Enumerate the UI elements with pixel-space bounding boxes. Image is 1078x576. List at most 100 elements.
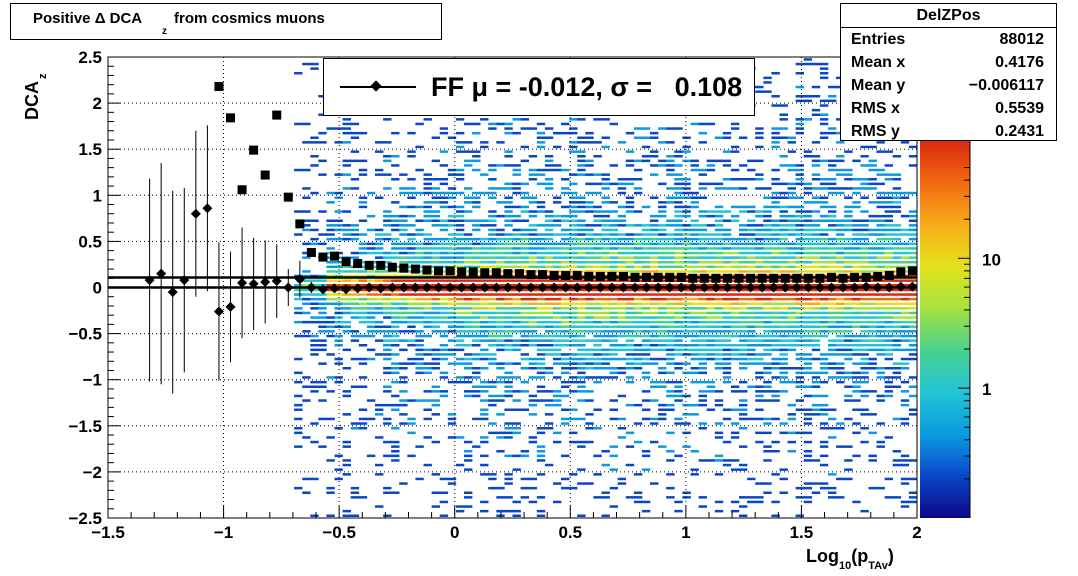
heatmap-cell	[876, 233, 885, 236]
heatmap-cell	[569, 141, 578, 144]
heatmap-cell	[601, 514, 610, 517]
heatmap-cell	[366, 325, 376, 328]
heatmap-cell	[844, 256, 853, 259]
heatmap-cell	[819, 118, 829, 121]
heatmap-cell	[641, 297, 651, 301]
heatmap-cell	[358, 233, 368, 236]
heatmap-cell	[876, 150, 885, 153]
heatmap-cell	[536, 334, 546, 338]
heatmap-cell	[391, 214, 400, 218]
heatmap-cell	[593, 302, 602, 305]
heatmap-cell	[844, 247, 853, 250]
heatmap-cell	[512, 500, 521, 504]
heatmap-cell	[504, 201, 513, 204]
heatmap-cell	[447, 353, 457, 356]
heatmap-cell	[528, 440, 538, 444]
heatmap-cell	[391, 284, 400, 287]
heatmap-cell	[512, 131, 521, 135]
heatmap-cell	[512, 247, 521, 250]
heatmap-cell	[876, 284, 885, 287]
heatmap-cell	[358, 173, 368, 176]
heatmap-cell	[383, 279, 392, 282]
heatmap-cell	[658, 413, 667, 416]
heatmap-cell	[431, 362, 440, 365]
heatmap-cell	[674, 247, 683, 250]
heatmap-cell	[658, 228, 667, 232]
heatmap-cell	[480, 413, 489, 416]
heatmap-cell	[512, 168, 521, 172]
heatmap-cell	[633, 136, 643, 139]
heatmap-cell	[310, 228, 319, 232]
heatmap-cell	[512, 297, 521, 301]
heatmap-cell	[819, 422, 829, 425]
heatmap-cell	[593, 247, 602, 250]
heatmap-cell	[819, 316, 829, 319]
heatmap-cell	[698, 297, 707, 301]
rms-marker	[907, 266, 917, 276]
heatmap-cell	[431, 302, 440, 305]
heatmap-cell	[536, 297, 546, 301]
heatmap-cell	[803, 150, 813, 153]
heatmap-cell	[464, 302, 473, 305]
heatmap-cell	[682, 431, 691, 435]
heatmap-cell	[455, 357, 465, 361]
heatmap-cell	[593, 380, 602, 384]
heatmap-cell	[908, 242, 918, 246]
heatmap-cell	[876, 344, 885, 347]
heatmap-cell	[755, 242, 764, 246]
heatmap-cell	[407, 454, 416, 458]
heatmap-cell	[811, 141, 821, 144]
heatmap-cell	[892, 320, 902, 324]
heatmap-cell	[852, 247, 861, 250]
heatmap-cell	[633, 357, 643, 361]
heatmap-cell	[884, 390, 893, 393]
heatmap-cell	[682, 362, 691, 365]
heatmap-cell	[318, 307, 327, 310]
heatmap-cell	[342, 473, 351, 476]
heatmap-cell	[617, 417, 627, 421]
heatmap-cell	[730, 353, 740, 356]
stats-value: 0.5539	[995, 100, 1044, 117]
heatmap-cell	[464, 122, 473, 126]
heatmap-cell	[714, 431, 724, 435]
heatmap-cell	[326, 233, 335, 236]
heatmap-cell	[358, 219, 368, 222]
heatmap-cell	[698, 187, 707, 190]
heatmap-cell	[326, 325, 335, 328]
heatmap-cell	[739, 463, 748, 467]
heatmap-cell	[828, 486, 837, 490]
heatmap-cell	[553, 325, 562, 328]
heatmap-cell	[811, 201, 821, 204]
heatmap-cell	[553, 376, 562, 379]
heatmap-cell	[577, 155, 586, 158]
heatmap-cell	[480, 261, 489, 264]
heatmap-cell	[876, 302, 885, 305]
heatmap-cell	[423, 325, 432, 328]
heatmap-cell	[763, 367, 772, 370]
heatmap-cell	[512, 427, 521, 430]
heatmap-cell	[439, 150, 449, 153]
heatmap-cell	[512, 279, 521, 282]
heatmap-cell	[722, 440, 732, 444]
mean-marker	[456, 282, 467, 293]
heatmap-cell	[520, 261, 529, 264]
heatmap-cell	[375, 256, 384, 259]
heatmap-cell	[318, 279, 327, 282]
heatmap-cell	[399, 233, 408, 236]
heatmap-cell	[415, 261, 424, 264]
heatmap-cell	[755, 302, 764, 305]
heatmap-cell	[730, 178, 740, 181]
heatmap-cell	[722, 330, 732, 333]
heatmap-cell	[625, 265, 635, 269]
heatmap-cell	[884, 297, 893, 301]
heatmap-cell	[488, 279, 497, 282]
heatmap-cell	[569, 182, 578, 186]
heatmap-cell	[666, 247, 675, 250]
heatmap-cell	[795, 127, 804, 130]
heatmap-cell	[472, 417, 481, 421]
heatmap-cell	[892, 265, 902, 269]
heatmap-cell	[431, 390, 440, 393]
rms-marker	[318, 252, 328, 262]
heatmap-cell	[464, 454, 473, 458]
heatmap-cell	[569, 440, 578, 444]
